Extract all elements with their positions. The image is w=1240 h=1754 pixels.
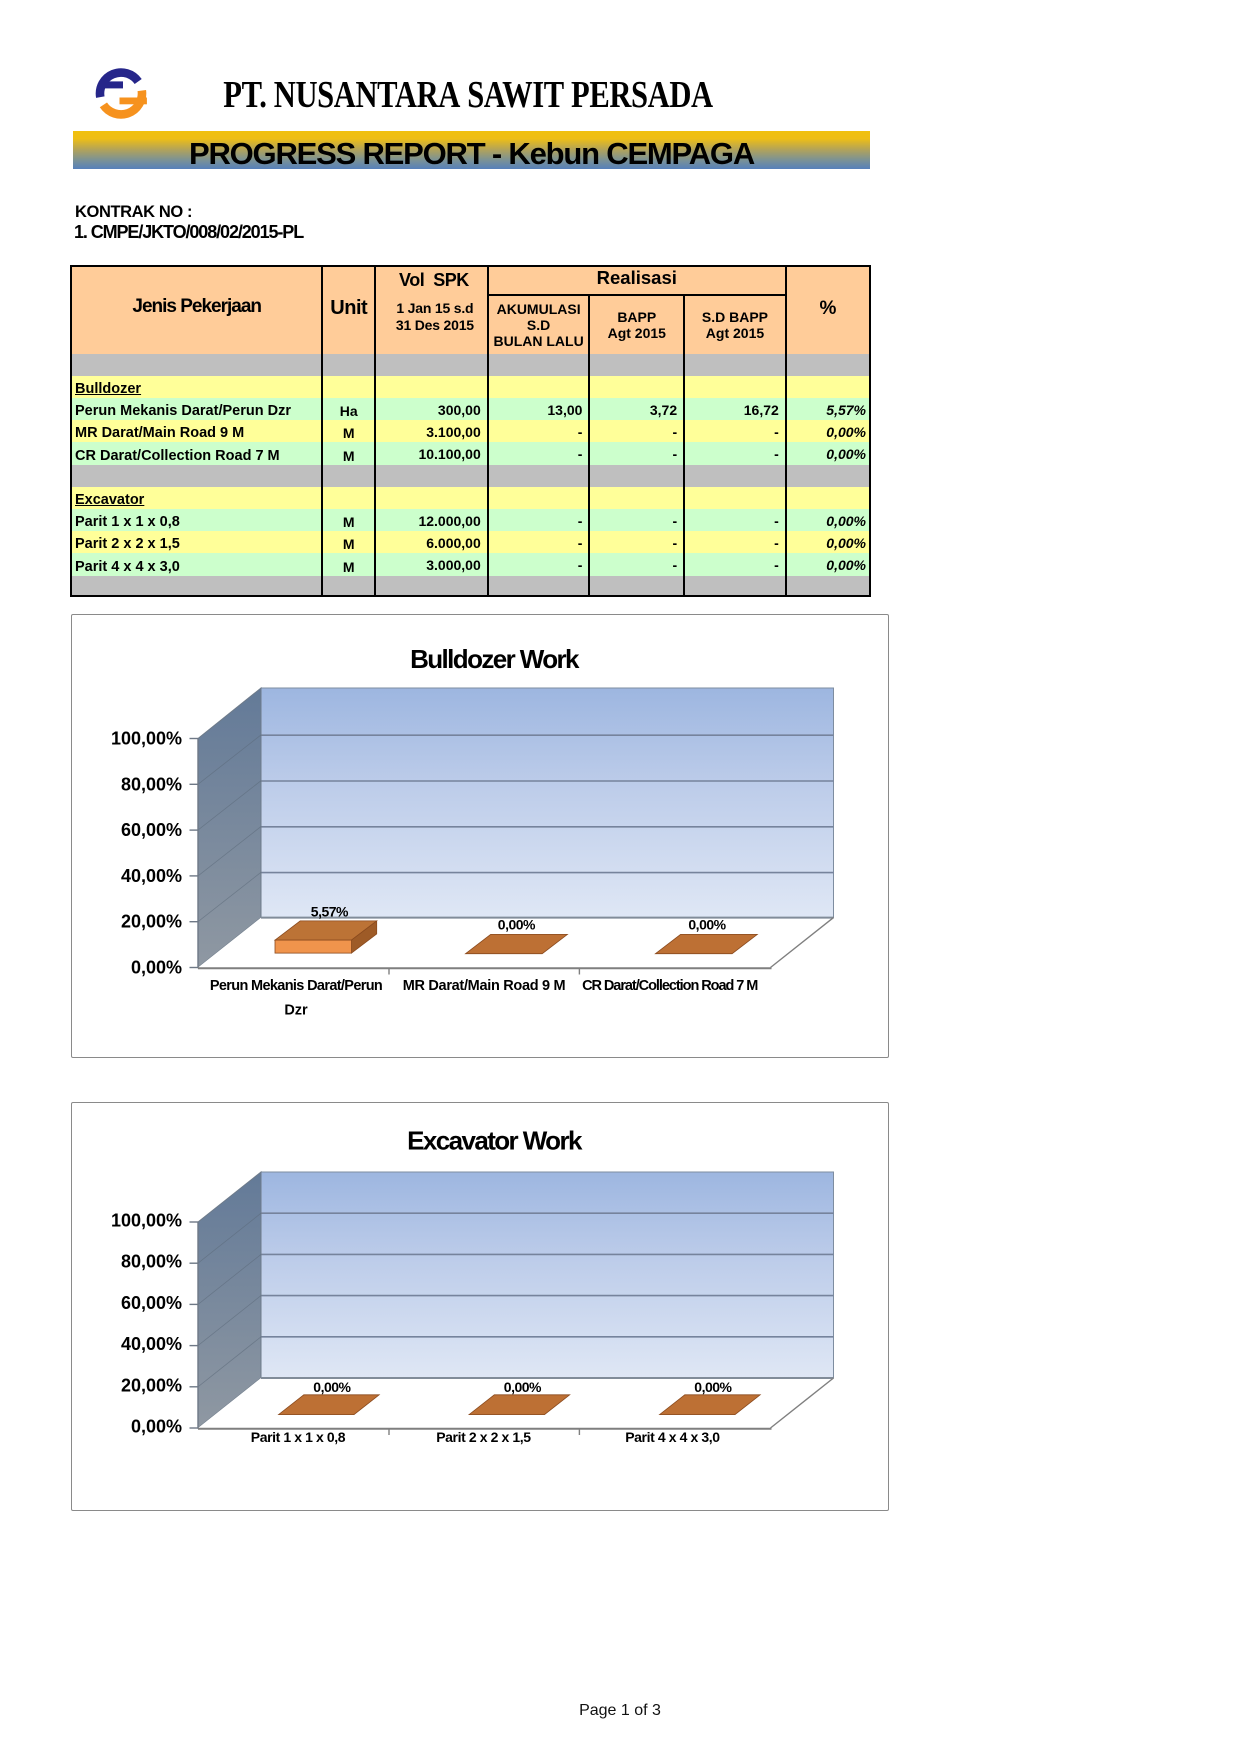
svg-text:0,00%: 0,00% (688, 917, 726, 933)
svg-text:CR Darat/Collection Road 7 M: CR Darat/Collection Road 7 M (582, 978, 758, 994)
svg-text:80,00%: 80,00% (121, 1252, 182, 1272)
svg-text:0,00%: 0,00% (694, 1379, 732, 1395)
svg-text:40,00%: 40,00% (121, 1334, 182, 1354)
svg-text:Dzr: Dzr (284, 1003, 308, 1019)
svg-text:80,00%: 80,00% (121, 774, 182, 794)
svg-text:100,00%: 100,00% (111, 729, 182, 749)
svg-text:0,00%: 0,00% (504, 1379, 542, 1395)
svg-text:Parit 4 x 4 x 3,0: Parit 4 x 4 x 3,0 (625, 1429, 720, 1445)
svg-text:Parit 2 x 2 x 1,5: Parit 2 x 2 x 1,5 (436, 1429, 531, 1445)
svg-text:60,00%: 60,00% (121, 820, 182, 840)
svg-text:0,00%: 0,00% (313, 1379, 351, 1395)
svg-text:Perun Mekanis Darat/Perun: Perun Mekanis Darat/Perun (210, 978, 382, 994)
svg-text:Excavator Work: Excavator Work (407, 1126, 583, 1156)
svg-text:20,00%: 20,00% (121, 912, 182, 932)
svg-text:100,00%: 100,00% (111, 1211, 182, 1231)
svg-text:0,00%: 0,00% (498, 917, 536, 933)
svg-text:Bulldozer Work: Bulldozer Work (410, 644, 580, 674)
svg-text:20,00%: 20,00% (121, 1375, 182, 1395)
svg-text:5,57%: 5,57% (311, 903, 349, 919)
svg-text:0,00%: 0,00% (131, 1417, 182, 1437)
svg-text:MR Darat/Main Road 9 M: MR Darat/Main Road 9 M (403, 978, 566, 994)
svg-text:60,00%: 60,00% (121, 1293, 182, 1313)
svg-text:40,00%: 40,00% (121, 866, 182, 886)
svg-text:0,00%: 0,00% (131, 958, 182, 978)
svg-text:Parit 1 x 1 x 0,8: Parit 1 x 1 x 0,8 (251, 1429, 346, 1445)
